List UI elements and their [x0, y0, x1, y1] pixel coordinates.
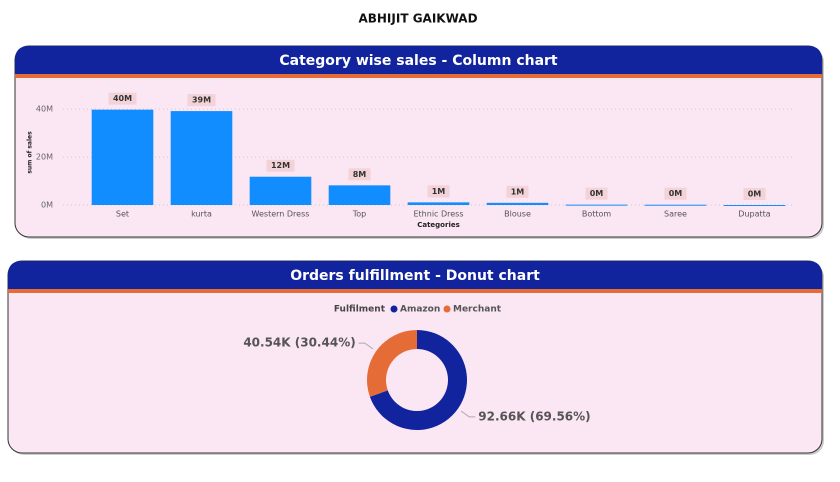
- leader-line: [358, 342, 374, 350]
- header-stripe: [8, 289, 822, 293]
- donut-slice: [367, 330, 417, 397]
- x-tick-label: Blouse: [504, 210, 531, 219]
- slice-label: 92.66K (69.56%): [478, 409, 590, 423]
- x-tick-label: kurta: [191, 210, 212, 219]
- chart-title: Category wise sales - Column chart: [279, 53, 558, 69]
- chart-title: Orders fulfillment - Donut chart: [290, 268, 540, 284]
- value-label: 0M: [748, 189, 762, 198]
- value-label: 1M: [432, 187, 446, 196]
- panel: Orders fulfillment - Donut chart: [7, 260, 824, 455]
- value-label: 12M: [271, 161, 290, 170]
- value-label: 0M: [669, 189, 683, 198]
- bar: [644, 204, 707, 206]
- y-tick-label: 0M: [41, 201, 53, 210]
- bar: [565, 204, 628, 206]
- x-tick-label: Top: [352, 210, 367, 219]
- leader-line: [460, 410, 476, 418]
- x-tick-label: Ethnic Dress: [413, 210, 463, 219]
- value-label-box: [743, 187, 766, 200]
- legend-marker: [443, 305, 451, 313]
- bar: [407, 202, 470, 205]
- header-stripe: [15, 74, 822, 78]
- legend-marker: [390, 305, 398, 313]
- x-tick-label: Bottom: [582, 210, 612, 219]
- value-label: 0M: [590, 189, 604, 198]
- value-label-box: [108, 92, 137, 105]
- value-label-box: [187, 94, 216, 107]
- bar: [249, 176, 312, 205]
- slice-label: 40.54K (30.44%): [243, 336, 355, 350]
- value-label-box: [266, 159, 295, 172]
- y-tick-label: 40M: [36, 105, 53, 114]
- bar: [91, 109, 154, 205]
- page-title: ABHIJIT GAIKWAD: [358, 12, 477, 26]
- x-tick-label: Western Dress: [252, 210, 310, 219]
- donut-slice: [369, 330, 468, 430]
- legend-title: Fulfilment: [334, 305, 386, 315]
- panel-header: [8, 261, 822, 289]
- bar: [486, 202, 549, 205]
- value-label-box: [585, 187, 608, 200]
- value-label-box: [427, 185, 450, 198]
- value-label: 8M: [353, 170, 367, 179]
- value-label-box: [506, 185, 529, 198]
- value-label: 40M: [113, 94, 132, 103]
- value-label: 39M: [192, 96, 211, 105]
- x-tick-label: Saree: [664, 210, 687, 219]
- value-label: 1M: [511, 187, 525, 196]
- x-tick-label: Set: [116, 210, 129, 219]
- y-axis-title: sum of sales: [27, 131, 34, 174]
- bar: [170, 111, 233, 205]
- x-tick-label: Dupatta: [738, 210, 770, 219]
- value-label-box: [664, 187, 687, 200]
- legend-label: Merchant: [453, 305, 502, 315]
- value-label-box: [348, 168, 371, 181]
- y-tick-label: 20M: [36, 153, 53, 162]
- x-axis-title: Categories: [417, 221, 460, 229]
- bar: [723, 204, 786, 206]
- panel-header: [15, 46, 822, 74]
- bar: [328, 185, 391, 205]
- legend-label: Amazon: [400, 305, 440, 315]
